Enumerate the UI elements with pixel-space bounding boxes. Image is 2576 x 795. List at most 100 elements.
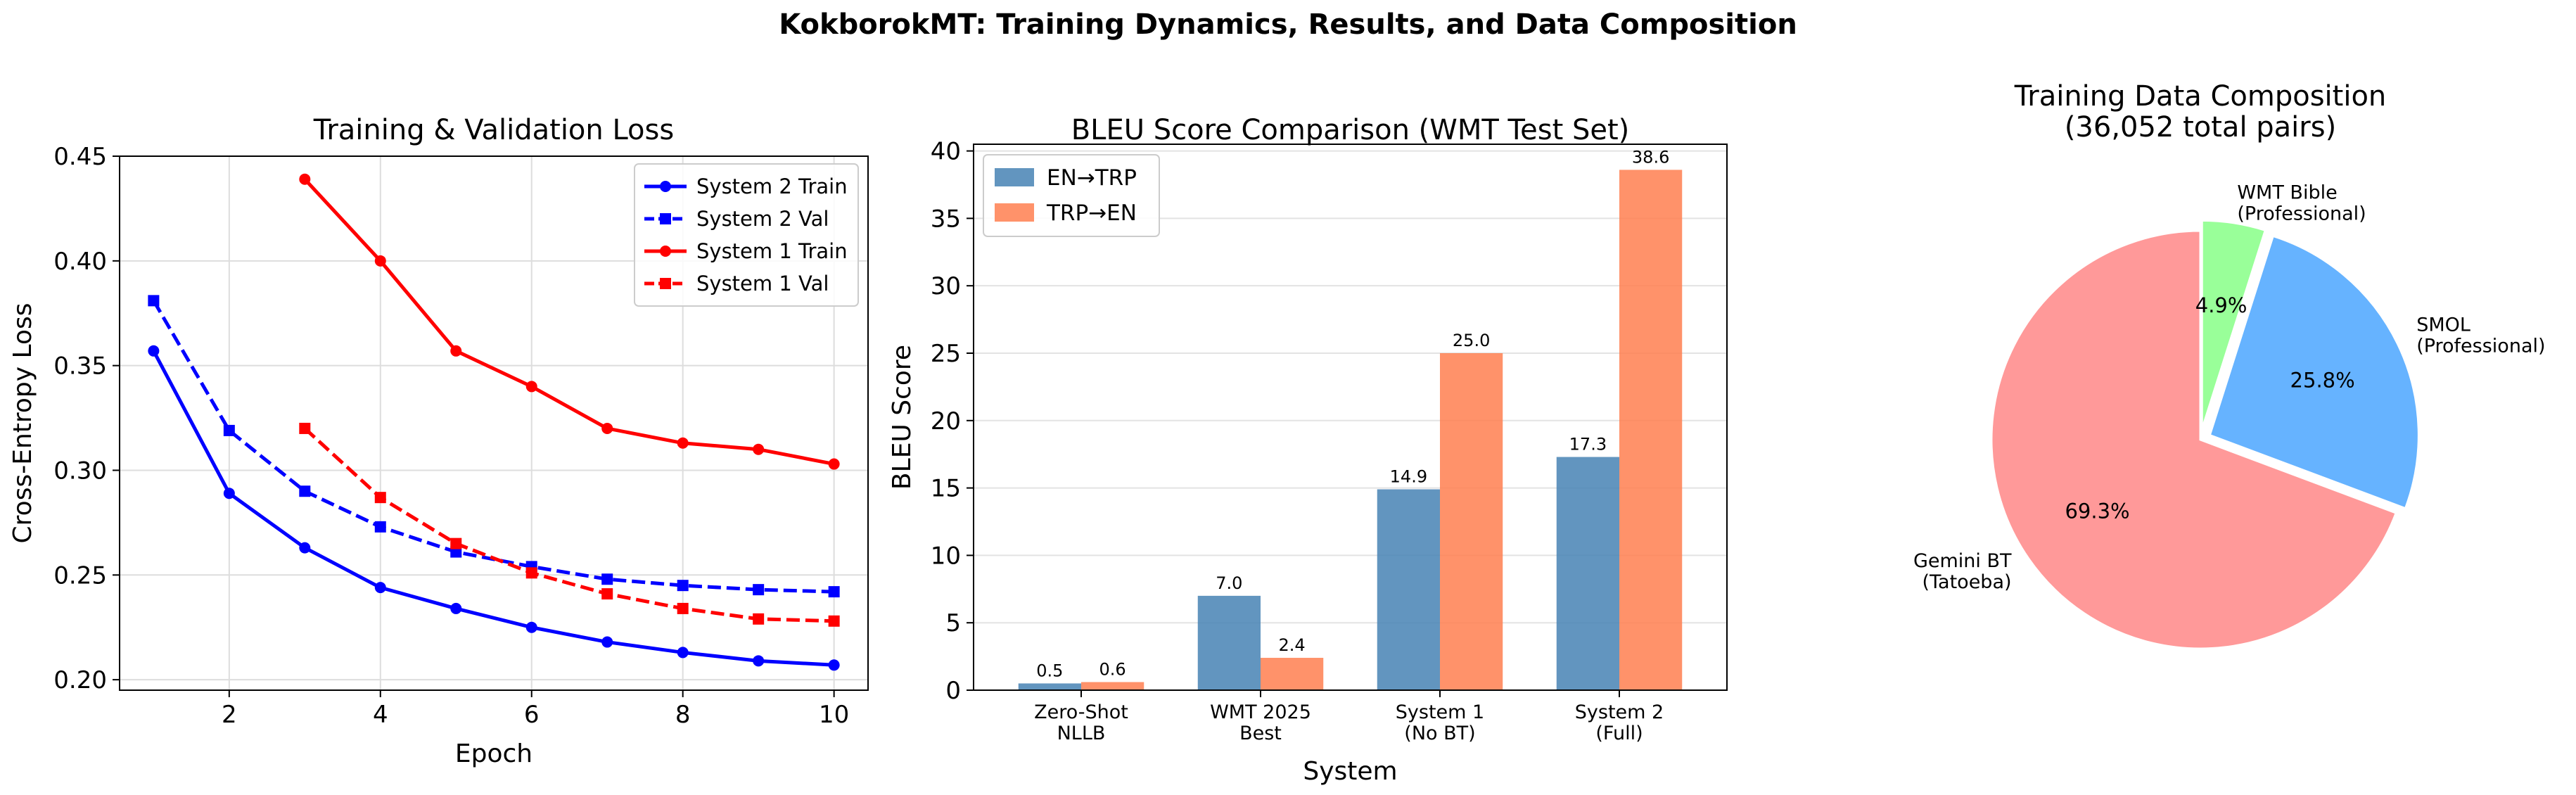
plot-frame (973, 144, 1728, 691)
bar (1018, 683, 1081, 690)
legend-label: System 1 Val (696, 272, 829, 295)
series-line (303, 427, 834, 623)
x-tick-label: Zero-Shot (1034, 701, 1128, 723)
legend-label: System 2 Val (696, 207, 829, 231)
x-axis-label: Epoch (455, 739, 533, 768)
x-tick-label: System 2 (1575, 701, 1664, 723)
x-tick-label: 8 (675, 701, 691, 729)
slice-percent-label: 69.3% (2065, 500, 2129, 523)
slice-label: (Tatoeba) (1922, 571, 2011, 593)
bar-value-label: 38.6 (1632, 147, 1669, 167)
slice-label: (Professional) (2237, 203, 2366, 224)
data-point (374, 255, 386, 267)
chart-title: Training Data Composition (2014, 80, 2387, 113)
legend-box (634, 163, 859, 307)
slice-percent-label: 25.8% (2290, 369, 2355, 393)
y-tick-label: 40 (931, 138, 961, 166)
bar (1261, 658, 1324, 690)
data-point (223, 424, 235, 436)
slice-label: SMOL (2416, 314, 2470, 336)
chart-title: Training & Validation Loss (313, 114, 674, 146)
data-point (299, 422, 311, 434)
bar (1081, 682, 1144, 690)
bar-value-label: 0.5 (1036, 661, 1063, 680)
legend-label: System 2 Train (696, 174, 848, 198)
legend-marker (660, 213, 671, 224)
data-point (374, 582, 386, 594)
data-point (828, 458, 840, 470)
pie-slice (2208, 234, 2420, 510)
chart-title: BLEU Score Comparison (WMT Test Set) (1071, 114, 1630, 146)
data-point (753, 443, 765, 455)
bleu-chart: 0 5 10 15 20 25 30 35 40 0.5 7.0 14.9 17.3 0.6 2.4 25.0… (888, 114, 1728, 786)
data-point (450, 602, 462, 614)
slice-label: Gemini BT (1913, 550, 2012, 572)
bar (1556, 457, 1619, 690)
bar (1619, 170, 1683, 691)
y-tick-label: 5 (945, 609, 961, 637)
data-point (374, 521, 386, 533)
data-point (374, 492, 386, 504)
x-tick-label: 10 (819, 701, 849, 729)
y-tick-label: 0.25 (53, 561, 107, 590)
slice-label: (Professional) (2416, 336, 2545, 357)
data-composition-pie: 69.3%Gemini BT(Tatoeba)25.8%SMOL(Profess… (1913, 80, 2546, 650)
bar (1197, 595, 1261, 690)
y-tick-label: 15 (931, 475, 961, 503)
legend-label: EN→TRP (1047, 165, 1137, 191)
y-tick-label: 30 (931, 272, 961, 300)
data-point (299, 542, 311, 554)
data-point (677, 647, 689, 659)
data-point (828, 615, 840, 627)
x-tick-label: 2 (222, 701, 237, 729)
data-point (828, 659, 840, 671)
y-tick-label: 0 (945, 677, 961, 705)
data-point (525, 381, 537, 393)
y-axis-label: BLEU Score (888, 345, 917, 490)
pie-slice (2200, 219, 2267, 430)
bar-value-label: 17.3 (1569, 435, 1607, 454)
y-tick-label: 25 (931, 340, 961, 368)
legend-swatch (995, 168, 1034, 186)
data-point (525, 567, 537, 579)
legend-swatch (995, 203, 1034, 222)
data-point (601, 573, 613, 585)
data-point (223, 488, 235, 500)
bar (1377, 489, 1440, 690)
x-tick-label: Best (1239, 723, 1282, 744)
series-line (152, 350, 834, 667)
data-point (148, 295, 160, 307)
series-line (303, 178, 835, 466)
x-tick-label: (No BT) (1404, 723, 1475, 744)
data-point (601, 636, 613, 648)
data-point (828, 586, 840, 598)
y-tick-label: 35 (931, 205, 961, 233)
figure-suptitle: KokborokMT: Training Dynamics, Results, … (779, 8, 1797, 41)
loss-chart: 2 4 6 8 10 0.20 0.25 0.30 0.35 0.40 0.45 Training &… (8, 114, 869, 768)
x-tick-label: 6 (524, 701, 540, 729)
data-point (677, 437, 689, 449)
y-tick-label: 20 (931, 407, 961, 435)
y-tick-label: 0.30 (53, 457, 107, 485)
x-tick-label: (Full) (1595, 723, 1643, 744)
y-tick-label: 0.35 (53, 352, 107, 381)
x-tick-label: System 1 (1396, 701, 1484, 723)
y-axis-label: Cross-Entropy Loss (8, 303, 37, 544)
data-point (148, 345, 160, 357)
data-point (753, 613, 765, 625)
y-tick-label: 0.20 (53, 666, 107, 694)
bar-value-label: 2.4 (1279, 635, 1306, 655)
data-point (601, 422, 613, 434)
legend-label: System 1 Train (696, 239, 848, 263)
bar (1440, 352, 1503, 690)
data-point (677, 580, 689, 592)
legend-marker (660, 181, 671, 192)
data-point (525, 621, 537, 633)
data-point (299, 173, 311, 185)
data-point (753, 584, 765, 596)
x-tick-label: NLLB (1057, 723, 1106, 744)
bar-value-label: 0.6 (1099, 660, 1126, 680)
slice-percent-label: 4.9% (2195, 293, 2247, 317)
bar-value-label: 25.0 (1453, 331, 1490, 350)
